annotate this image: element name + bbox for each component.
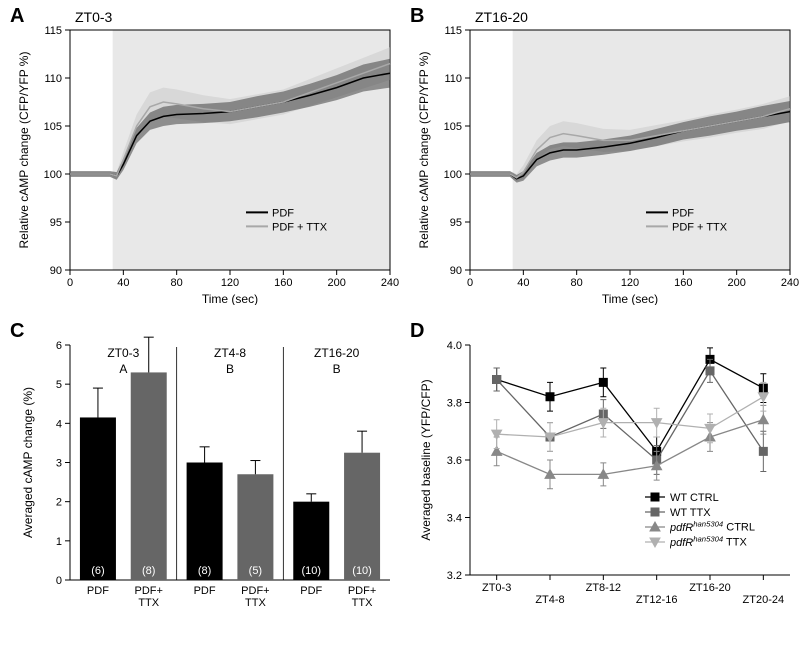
- svg-text:PDF: PDF: [272, 207, 294, 219]
- svg-text:PDF: PDF: [194, 585, 216, 597]
- svg-text:PDF: PDF: [672, 207, 694, 219]
- svg-text:ZT20-24: ZT20-24: [743, 594, 785, 606]
- svg-text:4.0: 4.0: [447, 340, 462, 352]
- panel-c-chart: 0 1 2 3 4 5 6 Averaged cAMP change (%) ZT0-3 A (6)…: [10, 320, 400, 640]
- svg-text:105: 105: [444, 121, 462, 133]
- svg-text:110: 110: [444, 73, 462, 85]
- svg-text:3: 3: [56, 458, 62, 470]
- svg-text:ZT4-8: ZT4-8: [535, 594, 564, 606]
- panel-d: D 3.23.43.63.84.0ZT0-3ZT4-8ZT8-12ZT12-16…: [410, 320, 800, 640]
- svg-text:3.2: 3.2: [447, 570, 462, 582]
- svg-text:(10): (10): [352, 565, 372, 577]
- svg-text:B: B: [226, 362, 234, 376]
- svg-text:A: A: [119, 362, 127, 376]
- svg-text:PDF+: PDF+: [241, 585, 269, 597]
- svg-text:ZT16-20: ZT16-20: [314, 346, 360, 360]
- svg-text:2: 2: [56, 497, 62, 509]
- svg-text:3.6: 3.6: [447, 455, 462, 467]
- svg-text:200: 200: [727, 277, 745, 289]
- svg-text:Averaged cAMP change (%): Averaged cAMP change (%): [21, 387, 35, 538]
- svg-text:ZT8-12: ZT8-12: [586, 582, 621, 594]
- svg-text:100: 100: [44, 169, 62, 181]
- svg-text:0: 0: [67, 277, 73, 289]
- svg-text:4: 4: [56, 418, 62, 430]
- panel-c: C 0123456Averaged cAMP change (%)ZT0-3A(…: [10, 320, 400, 640]
- svg-text:B: B: [333, 362, 341, 376]
- svg-text:120: 120: [221, 277, 239, 289]
- svg-text:TTX: TTX: [245, 597, 266, 609]
- panel-b-chart: 0 40 80 120 160 200 240 90 95 100 105 110 115 Time (s…: [410, 5, 800, 305]
- svg-text:40: 40: [117, 277, 129, 289]
- svg-text:120: 120: [621, 277, 639, 289]
- svg-text:80: 80: [171, 277, 183, 289]
- svg-text:TTX: TTX: [352, 597, 373, 609]
- svg-text:5: 5: [56, 379, 62, 391]
- svg-text:240: 240: [381, 277, 399, 289]
- svg-text:95: 95: [450, 217, 462, 229]
- svg-text:WT TTX: WT TTX: [670, 507, 711, 519]
- svg-text:200: 200: [327, 277, 345, 289]
- svg-text:TTX: TTX: [138, 597, 159, 609]
- svg-text:3.4: 3.4: [447, 513, 462, 525]
- svg-text:Time (sec): Time (sec): [202, 292, 258, 305]
- panel-a-chart: 0 40 80 120 160 200 240 90 95 100 105 110 115 Time (s…: [10, 5, 400, 305]
- svg-text:Relative cAMP change (CFP/YFP: Relative cAMP change (CFP/YFP %): [17, 52, 31, 249]
- svg-text:ZT4-8: ZT4-8: [214, 346, 246, 360]
- svg-text:90: 90: [50, 265, 62, 277]
- svg-text:WT CTRL: WT CTRL: [670, 492, 719, 504]
- svg-text:ZT16-20: ZT16-20: [689, 582, 731, 594]
- svg-text:(5): (5): [249, 565, 262, 577]
- svg-text:PDF: PDF: [300, 585, 322, 597]
- svg-text:105: 105: [44, 121, 62, 133]
- svg-text:160: 160: [674, 277, 692, 289]
- svg-text:240: 240: [781, 277, 799, 289]
- svg-text:110: 110: [44, 73, 62, 85]
- svg-text:160: 160: [274, 277, 292, 289]
- panel-d-chart: 3.2 3.4 3.6 3.8 4.0 ZT0-3 ZT4-8 ZT8-12 ZT12-16 ZT…: [410, 320, 800, 640]
- svg-text:3.8: 3.8: [447, 398, 462, 410]
- svg-text:ZT12-16: ZT12-16: [636, 594, 678, 606]
- svg-text:PDF+: PDF+: [135, 585, 163, 597]
- svg-text:(8): (8): [142, 565, 155, 577]
- svg-text:115: 115: [44, 25, 62, 37]
- svg-text:(10): (10): [301, 565, 321, 577]
- svg-text:PDF+: PDF+: [348, 585, 376, 597]
- svg-text:95: 95: [50, 217, 62, 229]
- svg-text:0: 0: [467, 277, 473, 289]
- svg-text:ZT0-3: ZT0-3: [482, 582, 511, 594]
- svg-text:PDF + TTX: PDF + TTX: [672, 221, 728, 233]
- panel-a: A ZT0-3 04080120160200240909510010511011…: [10, 5, 400, 305]
- svg-text:100: 100: [444, 169, 462, 181]
- svg-text:90: 90: [450, 265, 462, 277]
- svg-text:PDF: PDF: [87, 585, 109, 597]
- svg-text:Time (sec): Time (sec): [602, 292, 658, 305]
- svg-text:Averaged baseline (YFP/CFP): Averaged baseline (YFP/CFP): [419, 379, 433, 540]
- svg-text:40: 40: [517, 277, 529, 289]
- svg-text:80: 80: [571, 277, 583, 289]
- svg-text:1: 1: [56, 536, 62, 548]
- svg-text:PDF + TTX: PDF + TTX: [272, 221, 328, 233]
- svg-text:Relative cAMP change (CFP/YFP: Relative cAMP change (CFP/YFP %): [417, 52, 431, 249]
- panel-b: B ZT16-20 040801201602002409095100105110…: [410, 5, 800, 305]
- svg-text:0: 0: [56, 575, 62, 587]
- svg-text:(6): (6): [91, 565, 104, 577]
- svg-text:ZT0-3: ZT0-3: [107, 346, 139, 360]
- svg-text:6: 6: [56, 340, 62, 352]
- svg-text:115: 115: [444, 25, 462, 37]
- svg-text:(8): (8): [198, 565, 211, 577]
